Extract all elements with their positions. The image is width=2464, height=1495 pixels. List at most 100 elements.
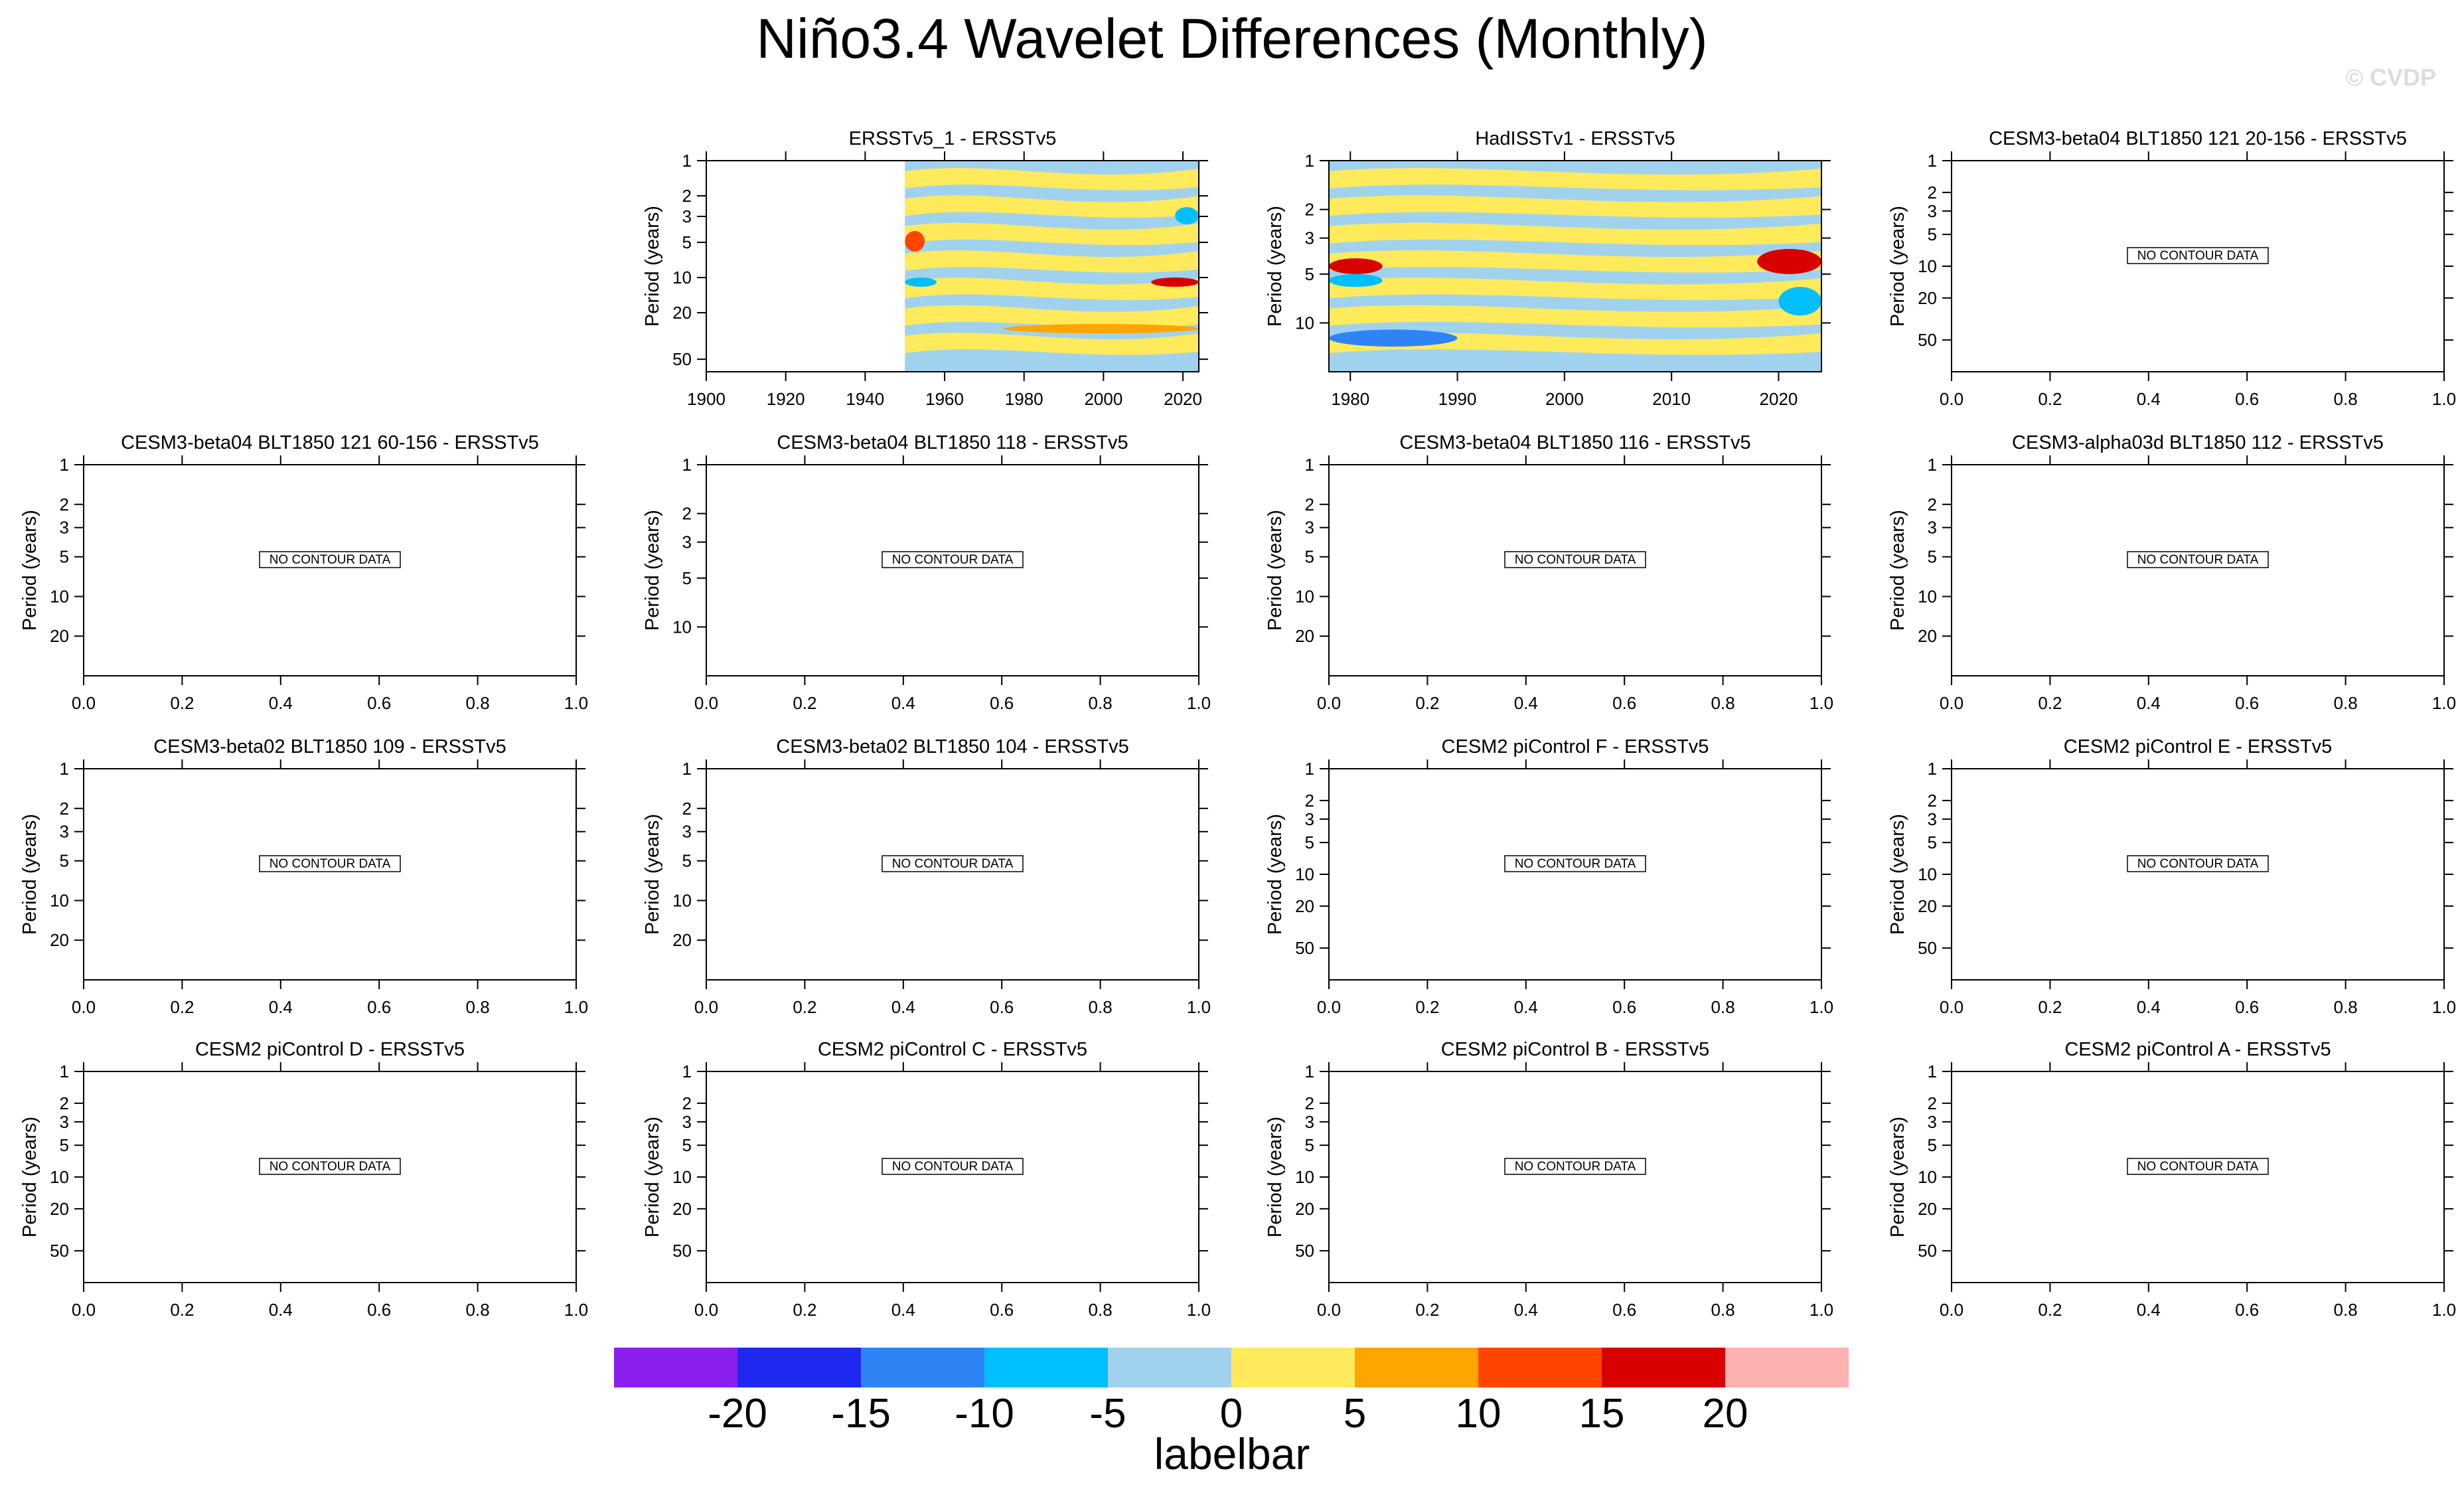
x-tick-label: 1980	[1005, 389, 1043, 409]
x-tick-label: 0.4	[269, 693, 293, 713]
panel-title: CESM2 piControl A - ERSSTv5	[2064, 1039, 2331, 1060]
y-tick-label: 1	[1928, 455, 1937, 475]
plot-frame	[1328, 160, 1822, 372]
x-tick-label: 2010	[1652, 389, 1691, 409]
y-tick-label: 1	[682, 759, 692, 779]
no-data-text: NO CONTOUR DATA	[2137, 1160, 2259, 1174]
colorbar-tick-label: 20	[1702, 1391, 1748, 1437]
x-tick-label: 1.0	[564, 1300, 588, 1320]
contour-band	[905, 305, 1199, 328]
panel-11: CESM2 piControl E - ERSSTv5 Period (years…	[1887, 736, 2456, 1017]
y-tick-label: 5	[60, 547, 69, 567]
x-tick-label: 1940	[846, 389, 884, 409]
panel-5: CESM3-beta04 BLT1850 118 - ERSSTv5 Period…	[642, 432, 1211, 713]
panel-title: CESM2 piControl B - ERSSTv5	[1441, 1039, 1710, 1060]
colorbar-tick-label: 5	[1343, 1391, 1367, 1437]
contour-band	[905, 168, 1199, 191]
panel-10: CESM2 piControl F - ERSSTv5 Period (years…	[1265, 736, 1833, 1017]
y-axis-label: Period (years)	[19, 1117, 40, 1237]
panel-title: CESM3-beta04 BLT1850 118 - ERSSTv5	[777, 432, 1128, 453]
x-tick-label: 1.0	[564, 997, 588, 1017]
x-tick-label: 0.6	[1612, 693, 1636, 713]
y-tick-label: 5	[1305, 547, 1314, 567]
x-tick-label: 0.8	[1089, 693, 1113, 713]
y-tick-label: 50	[672, 349, 692, 369]
y-axis-label: Period (years)	[19, 510, 40, 631]
panel-title: CESM2 piControl D - ERSSTv5	[195, 1039, 465, 1060]
no-data-box: NO CONTOUR DATA	[1504, 855, 1646, 872]
y-tick-label: 2	[682, 504, 692, 524]
colorbar-tick-label: 10	[1455, 1391, 1502, 1437]
y-tick-label: 1	[682, 1062, 692, 1081]
panel-14: CESM2 piControl B - ERSSTv5 Period (years…	[1265, 1039, 1833, 1320]
y-tick-label: 2	[60, 495, 69, 514]
y-tick-label: 10	[1918, 1167, 1937, 1187]
colorbar-swatch	[984, 1348, 1108, 1387]
no-data-box: NO CONTOUR DATA	[882, 1158, 1024, 1175]
y-tick-label: 1	[1928, 151, 1937, 171]
y-tick-label: 20	[672, 930, 692, 950]
y-tick-label: 10	[672, 268, 692, 287]
y-tick-label: 5	[682, 232, 692, 252]
colorbar-swatch	[1725, 1348, 1849, 1387]
y-tick-label: 10	[50, 1167, 69, 1187]
no-data-text: NO CONTOUR DATA	[270, 857, 391, 871]
contour-band	[905, 222, 1199, 246]
y-tick-label: 5	[1928, 547, 1937, 567]
no-data-text: NO CONTOUR DATA	[270, 1160, 391, 1174]
no-data-box: NO CONTOUR DATA	[2127, 247, 2269, 264]
x-tick-label: 0.4	[2137, 997, 2161, 1017]
y-tick-label: 2	[60, 799, 69, 819]
x-tick-label: 1980	[1331, 389, 1369, 409]
y-tick-label: 3	[1928, 518, 1937, 538]
y-axis-label: Period (years)	[19, 814, 40, 935]
panel-title: CESM3-alpha03d BLT1850 112 - ERSSTv5	[2012, 432, 2384, 453]
panel-title: CESM3-beta02 BLT1850 104 - ERSSTv5	[776, 736, 1128, 757]
x-tick-label: 0.4	[1514, 693, 1538, 713]
plot-frame	[83, 768, 577, 981]
x-tick-label: 0.8	[1089, 997, 1113, 1017]
y-tick-label: 5	[682, 568, 692, 588]
panel-13: CESM2 piControl C - ERSSTv5 Period (years…	[642, 1039, 1211, 1320]
x-tick-label: 0.2	[1415, 1300, 1439, 1320]
no-data-box: NO CONTOUR DATA	[882, 551, 1024, 568]
y-tick-label: 5	[60, 1135, 69, 1155]
y-tick-label: 3	[60, 518, 69, 538]
x-tick-label: 0.4	[269, 997, 293, 1017]
y-tick-label: 5	[1305, 832, 1314, 852]
colorbar-tick-label: -5	[1089, 1391, 1126, 1437]
x-tick-label: 0.6	[990, 1300, 1014, 1320]
panel-3: CESM3-beta04 BLT1850 121 20-156 - ERSSTv…	[1887, 128, 2456, 409]
contour-band	[1329, 168, 1821, 191]
colorbar-swatch	[1108, 1348, 1231, 1387]
contour-band	[1329, 250, 1821, 273]
panel-8: CESM3-beta02 BLT1850 109 - ERSSTv5 Period…	[19, 736, 588, 1017]
x-tick-label: 1.0	[2432, 1300, 2456, 1320]
colorbar-swatches	[614, 1348, 1849, 1387]
colorbar-title: labelbar	[1154, 1429, 1310, 1478]
y-axis-label: Period (years)	[1265, 814, 1286, 935]
x-tick-label: 0.4	[891, 997, 915, 1017]
panel-title: CESM3-beta04 BLT1850 121 20-156 - ERSSTv…	[1989, 128, 2407, 149]
colorbar-tick-label: 0	[1219, 1391, 1243, 1437]
y-tick-label: 1	[60, 1062, 69, 1081]
y-tick-label: 3	[1928, 1112, 1937, 1132]
no-data-text: NO CONTOUR DATA	[892, 1160, 1014, 1174]
y-tick-label: 5	[60, 851, 69, 871]
y-tick-label: 3	[1928, 809, 1937, 829]
y-tick-label: 10	[1918, 256, 1937, 276]
x-tick-label: 1.0	[1187, 1300, 1211, 1320]
panel-12: CESM2 piControl D - ERSSTv5 Period (years…	[19, 1039, 588, 1320]
x-tick-label: 0.4	[2137, 693, 2161, 713]
x-tick-label: 0.0	[72, 1300, 96, 1320]
panel-title: CESM2 piControl E - ERSSTv5	[2064, 736, 2333, 757]
panel-title: ERSSTv5_1 - ERSSTv5	[849, 128, 1057, 149]
y-tick-label: 1	[682, 455, 692, 475]
plot-frame	[1328, 1071, 1822, 1283]
colorbar-swatch	[737, 1348, 861, 1387]
x-tick-label: 0.0	[72, 997, 96, 1017]
y-tick-label: 2	[682, 799, 692, 819]
plot-frame	[1951, 768, 2445, 981]
figure-title: Niño3.4 Wavelet Differences (Monthly)	[756, 7, 1708, 70]
y-tick-label: 2	[1928, 495, 1937, 514]
